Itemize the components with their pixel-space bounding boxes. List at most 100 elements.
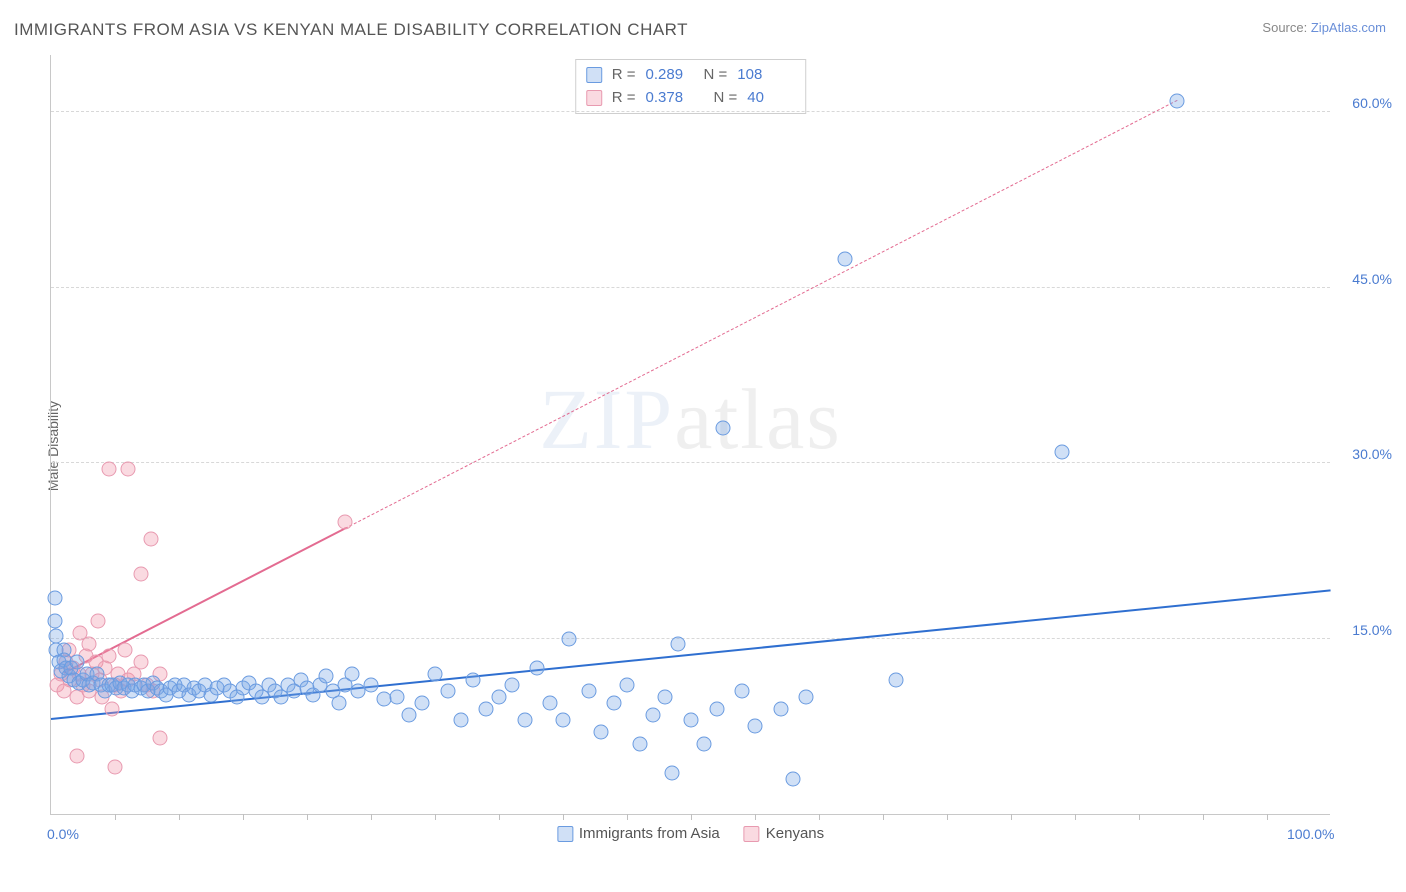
data-point-asia [632, 736, 647, 751]
x-minor-tick [179, 814, 180, 820]
data-point-asia [562, 631, 577, 646]
data-point-asia [581, 684, 596, 699]
x-tick-label: 0.0% [47, 826, 79, 842]
data-point-kenyans [108, 760, 123, 775]
data-point-asia [658, 690, 673, 705]
data-point-asia [786, 771, 801, 786]
data-point-asia [440, 684, 455, 699]
data-point-asia [49, 629, 64, 644]
trend-line [345, 100, 1177, 529]
data-point-kenyans [133, 567, 148, 582]
source-label: Source: [1262, 20, 1307, 35]
data-point-kenyans [143, 532, 158, 547]
n-value-asia: 108 [737, 64, 785, 87]
stats-legend: R = 0.289 N = 108 R = 0.378 N = 40 [575, 59, 807, 114]
r-value-kenyans: 0.378 [646, 87, 694, 110]
x-minor-tick [115, 814, 116, 820]
data-point-asia [837, 251, 852, 266]
data-point-kenyans [118, 643, 133, 658]
legend-item-kenyans: Kenyans [744, 825, 824, 842]
data-point-asia [389, 690, 404, 705]
data-point-kenyans [338, 514, 353, 529]
data-point-asia [888, 672, 903, 687]
data-point-kenyans [120, 462, 135, 477]
chart-title: IMMIGRANTS FROM ASIA VS KENYAN MALE DISA… [14, 20, 688, 40]
x-minor-tick [563, 814, 564, 820]
n-label: N = [704, 64, 728, 87]
n-label: N = [714, 87, 738, 110]
swatch-kenyans [586, 90, 602, 106]
data-point-asia [671, 637, 686, 652]
x-minor-tick [1139, 814, 1140, 820]
x-minor-tick [819, 814, 820, 820]
data-point-asia [543, 695, 558, 710]
swatch-kenyans [744, 826, 760, 842]
data-point-asia [479, 701, 494, 716]
x-minor-tick [1203, 814, 1204, 820]
r-label: R = [612, 64, 636, 87]
data-point-kenyans [91, 614, 106, 629]
data-point-kenyans [101, 649, 116, 664]
data-point-asia [466, 672, 481, 687]
data-point-asia [402, 707, 417, 722]
data-point-asia [364, 678, 379, 693]
x-minor-tick [243, 814, 244, 820]
data-point-asia [47, 590, 62, 605]
source-link[interactable]: ZipAtlas.com [1311, 20, 1386, 35]
gridline [51, 462, 1330, 463]
source-attribution: Source: ZipAtlas.com [1262, 20, 1386, 35]
data-point-kenyans [105, 701, 120, 716]
data-point-kenyans [69, 748, 84, 763]
stats-row-asia: R = 0.289 N = 108 [586, 64, 796, 87]
data-point-kenyans [152, 731, 167, 746]
gridline [51, 287, 1330, 288]
data-point-asia [645, 707, 660, 722]
data-point-asia [664, 766, 679, 781]
data-point-asia [620, 678, 635, 693]
x-minor-tick [691, 814, 692, 820]
data-point-asia [504, 678, 519, 693]
x-minor-tick [755, 814, 756, 820]
data-point-asia [773, 701, 788, 716]
data-point-asia [594, 725, 609, 740]
data-point-asia [344, 666, 359, 681]
watermark: ZIPatlas [539, 369, 842, 469]
x-minor-tick [307, 814, 308, 820]
swatch-asia [586, 67, 602, 83]
data-point-asia [319, 669, 334, 684]
x-minor-tick [1267, 814, 1268, 820]
x-minor-tick [883, 814, 884, 820]
data-point-asia [684, 713, 699, 728]
data-point-asia [696, 736, 711, 751]
data-point-asia [453, 713, 468, 728]
stats-row-kenyans: R = 0.378 N = 40 [586, 87, 796, 110]
data-point-kenyans [133, 655, 148, 670]
legend-label-asia: Immigrants from Asia [579, 825, 720, 842]
data-point-asia [1170, 93, 1185, 108]
data-point-asia [332, 695, 347, 710]
data-point-asia [716, 421, 731, 436]
n-value-kenyans: 40 [747, 87, 795, 110]
y-tick-label: 45.0% [1352, 271, 1392, 287]
data-point-asia [517, 713, 532, 728]
x-minor-tick [627, 814, 628, 820]
r-label: R = [612, 87, 636, 110]
gridline [51, 111, 1330, 112]
data-point-kenyans [82, 637, 97, 652]
x-tick-label: 100.0% [1287, 826, 1334, 842]
legend-item-asia: Immigrants from Asia [557, 825, 720, 842]
plot-area: ZIPatlas R = 0.289 N = 108 R = 0.378 N =… [50, 55, 1330, 815]
y-tick-label: 30.0% [1352, 446, 1392, 462]
legend-label-kenyans: Kenyans [766, 825, 824, 842]
data-point-asia [428, 666, 443, 681]
x-minor-tick [947, 814, 948, 820]
y-tick-label: 15.0% [1352, 622, 1392, 638]
y-tick-label: 60.0% [1352, 95, 1392, 111]
x-minor-tick [371, 814, 372, 820]
x-minor-tick [435, 814, 436, 820]
watermark-zip: ZIP [539, 371, 674, 467]
data-point-kenyans [101, 462, 116, 477]
series-legend: Immigrants from Asia Kenyans [557, 825, 824, 842]
r-value-asia: 0.289 [646, 64, 694, 87]
data-point-asia [47, 614, 62, 629]
